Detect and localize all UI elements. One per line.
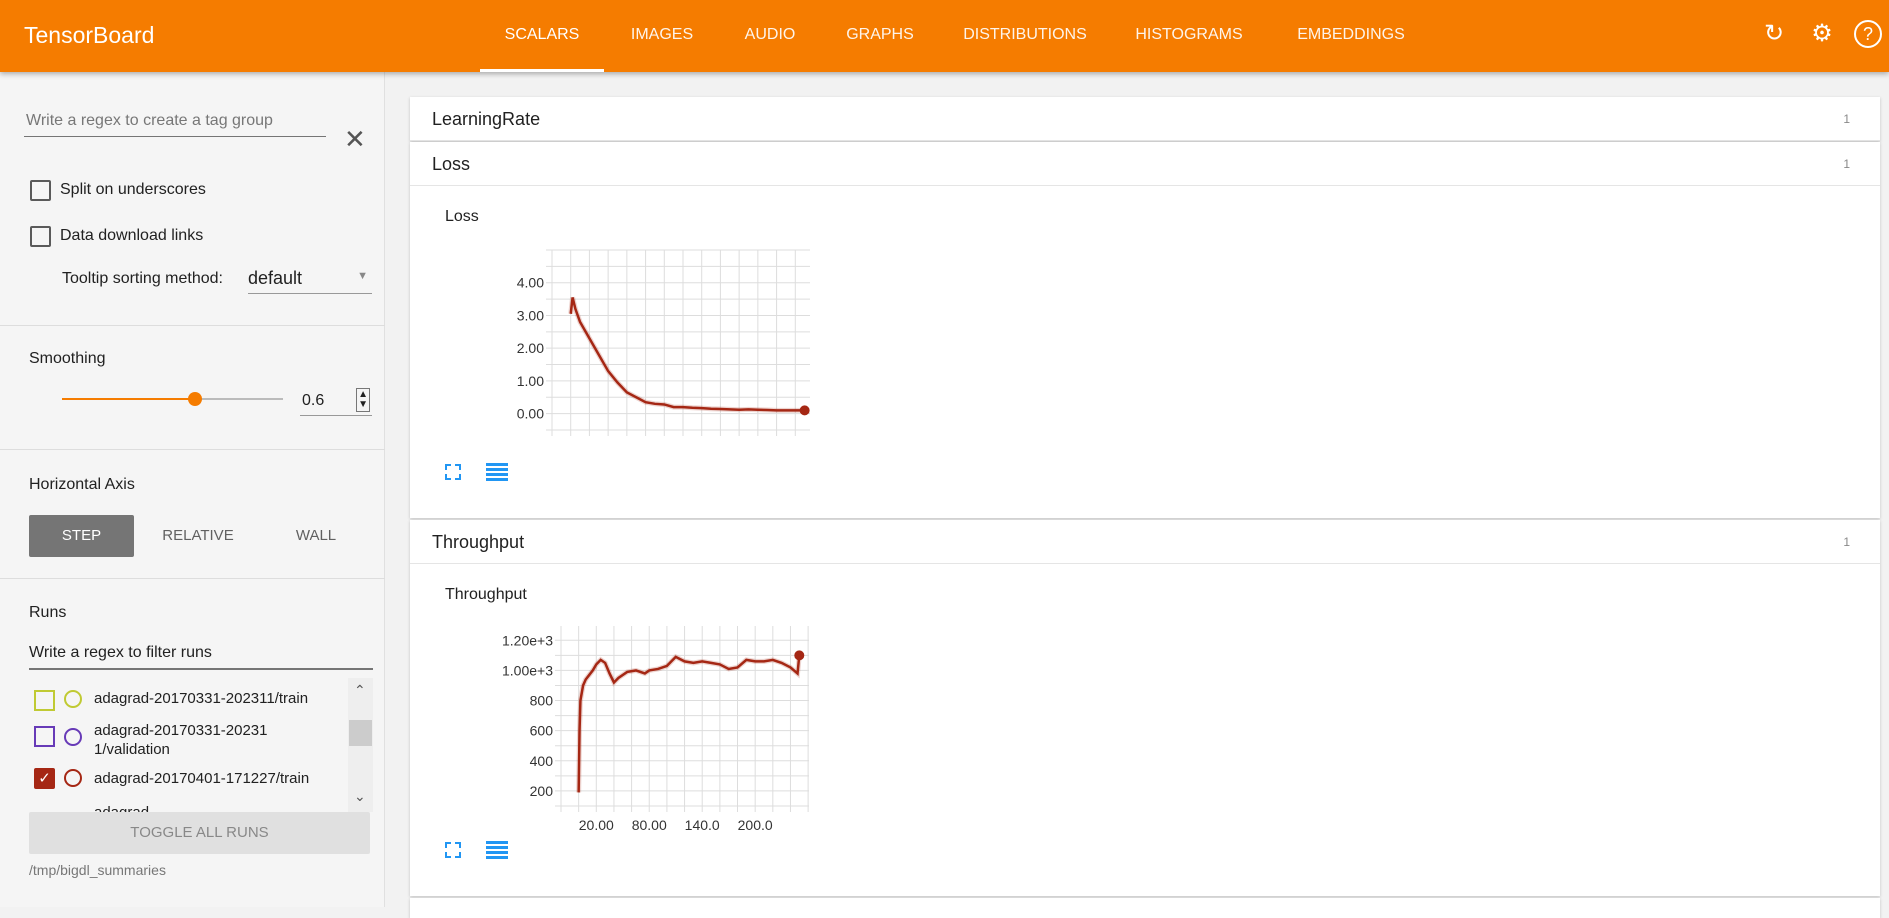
y-tick-label: 4.00	[517, 275, 544, 291]
y-tick-label: 1.00e+3	[502, 662, 553, 678]
download-label: Data download links	[60, 227, 204, 244]
tab-scalars[interactable]: SCALARS	[480, 0, 604, 72]
refresh-icon[interactable]: ↻	[1763, 20, 1785, 47]
loss-chart[interactable]: 0.00 1.00 2.00 3.00 4.00	[450, 238, 810, 438]
y-tick-label: 200	[530, 783, 554, 799]
step-button[interactable]: STEP	[29, 515, 134, 557]
help-icon[interactable]: ?	[1854, 20, 1882, 48]
tab-histograms[interactable]: HISTOGRAMS	[1135, 26, 1243, 43]
wall-button[interactable]: WALL	[295, 527, 337, 544]
data-table-icon[interactable]	[486, 841, 508, 859]
tab-embeddings[interactable]: EMBEDDINGS	[1297, 26, 1405, 43]
runs-list: adagrad-20170331-202311/train adagrad-20…	[29, 678, 349, 812]
toggle-all-runs-button[interactable]: TOGGLE ALL RUNS	[29, 812, 370, 854]
tab-audio[interactable]: AUDIO	[744, 26, 796, 43]
group-name: LearningRate	[432, 109, 541, 129]
smoothing-value: 0.6	[302, 392, 325, 409]
run-color-circle[interactable]	[64, 690, 82, 708]
stepper-icon[interactable]: ▲ ▼	[356, 388, 370, 412]
close-icon[interactable]: ✕	[344, 124, 366, 154]
runs-scrollbar[interactable]: ⌃ ⌄	[348, 678, 373, 812]
y-tick-label: 600	[530, 723, 554, 739]
split-checkbox[interactable]	[30, 180, 51, 201]
chart-title: Throughput	[445, 586, 527, 603]
smoothing-slider[interactable]	[62, 392, 283, 406]
scroll-up-icon[interactable]: ⌃	[354, 682, 366, 698]
runs-label: Runs	[29, 604, 67, 621]
logdir-path: /tmp/bigdl_summaries	[29, 862, 166, 878]
y-tick-label: 1.20e+3	[502, 632, 553, 648]
slider-knob[interactable]	[187, 392, 202, 406]
y-tick-label: 1.00	[517, 373, 544, 389]
smoothing-label: Smoothing	[29, 350, 106, 367]
last-point-marker	[794, 650, 805, 661]
fullscreen-icon[interactable]	[445, 842, 461, 858]
run-name: adagrad-	[94, 804, 154, 812]
series-line	[569, 297, 805, 412]
tooltip-sort-label: Tooltip sorting method:	[62, 270, 223, 287]
tooltip-sort-value: default	[248, 268, 303, 288]
scroll-down-icon[interactable]: ⌄	[354, 788, 366, 804]
y-tick-label: 3.00	[517, 307, 544, 323]
scroll-thumb[interactable]	[349, 720, 372, 746]
chevron-down-icon: ▼	[357, 270, 368, 282]
data-table-icon[interactable]	[486, 463, 508, 481]
tab-graphs[interactable]: GRAPHS	[846, 26, 914, 43]
run-name: adagrad-20170331-202311/train	[94, 690, 309, 707]
raw-series-line	[568, 296, 805, 413]
group-count: 1	[1843, 157, 1850, 171]
tag-group-input[interactable]: Write a regex to create a tag group	[26, 112, 273, 129]
tab-distributions[interactable]: DISTRIBUTIONS	[963, 26, 1087, 43]
tooltip-sort-dropdown[interactable]: default ▼	[248, 262, 372, 294]
divider	[0, 578, 385, 579]
last-point-marker	[799, 405, 810, 416]
run-checkbox[interactable]	[34, 690, 55, 711]
group-header[interactable]: Loss 1	[410, 142, 1880, 186]
tab-images[interactable]: IMAGES	[630, 26, 694, 43]
run-checkbox[interactable]	[34, 726, 55, 747]
run-color-circle[interactable]	[64, 769, 82, 787]
smoothing-input[interactable]: 0.6 ▲ ▼	[300, 386, 372, 416]
chart-title: Loss	[445, 208, 479, 225]
x-tick-label: 80.00	[632, 817, 667, 833]
app-title: TensorBoard	[24, 22, 155, 48]
settings-icon[interactable]: ⚙	[1811, 20, 1833, 47]
throughput-chart[interactable]: 200 400 600 800 1.00e+3 1.20e+3 20.00 80.00 140.…	[450, 616, 810, 846]
download-checkbox[interactable]	[30, 226, 51, 247]
check-icon[interactable]: ✓	[34, 768, 55, 789]
run-color-circle[interactable]	[64, 728, 82, 746]
divider	[0, 325, 385, 326]
group-name: Loss	[432, 154, 471, 174]
slider-fill	[62, 398, 195, 400]
group-name: Throughput	[432, 532, 525, 552]
group-header: LearningRate 1	[410, 97, 1880, 141]
y-tick-label: 800	[530, 693, 554, 709]
divider	[0, 449, 385, 450]
y-tick-label: 400	[530, 753, 554, 769]
group-count: 1	[1843, 535, 1850, 549]
group-loss: Loss 1 Loss 0.00 1.00 2.00 3.00 4.00	[410, 142, 1880, 518]
group-throughput: Throughput 1 Throughput 200 400 600 800 1.00e…	[410, 520, 1880, 896]
split-label: Split on underscores	[60, 181, 206, 198]
x-tick-label: 140.0	[685, 817, 720, 833]
group-header[interactable]: Throughput 1	[410, 520, 1880, 564]
series-line	[577, 655, 801, 793]
group-count: 1	[1843, 112, 1850, 126]
top-bar: TensorBoard SCALARS IMAGES AUDIO GRAPHS …	[0, 0, 1889, 72]
input-underline	[24, 136, 326, 137]
relative-button[interactable]: RELATIVE	[162, 527, 234, 544]
horizontal-axis-label: Horizontal Axis	[29, 476, 135, 493]
run-name: adagrad-20170401-171227/train	[94, 770, 310, 787]
runs-filter-input[interactable]: Write a regex to filter runs	[29, 644, 212, 661]
run-name: adagrad-20170331-202311/validation	[94, 722, 268, 758]
y-tick-label: 0.00	[517, 406, 544, 422]
group-next	[410, 898, 1880, 918]
group-learningrate[interactable]: LearningRate 1	[410, 97, 1880, 141]
fullscreen-icon[interactable]	[445, 464, 461, 480]
x-tick-label: 200.0	[738, 817, 773, 833]
y-tick-label: 2.00	[517, 340, 544, 356]
sidebar: Write a regex to create a tag group ✕ Sp…	[0, 72, 385, 907]
x-tick-label: 20.00	[579, 817, 614, 833]
input-underline	[29, 668, 373, 670]
